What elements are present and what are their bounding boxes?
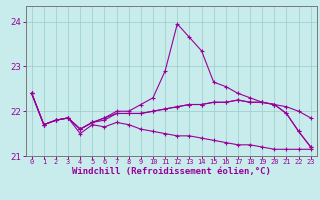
X-axis label: Windchill (Refroidissement éolien,°C): Windchill (Refroidissement éolien,°C) (72, 167, 271, 176)
